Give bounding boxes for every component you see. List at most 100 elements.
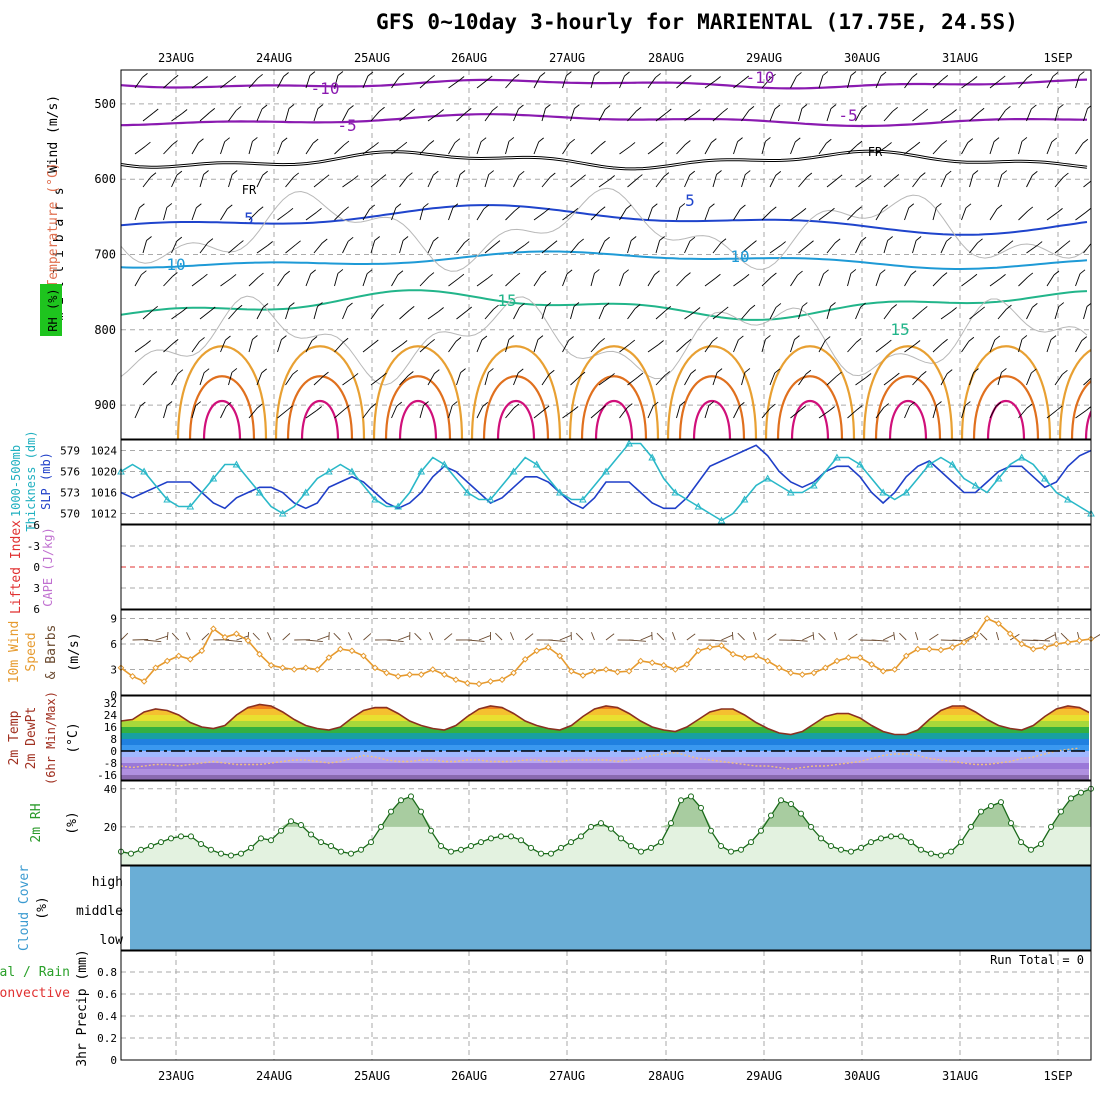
wind-barb: [248, 407, 258, 419]
surface-wind-barb: [575, 632, 584, 641]
wind-barb-flag: [1079, 269, 1086, 275]
wind-barb: [220, 208, 228, 221]
wind-barb-flag: [488, 170, 494, 175]
wind-barb-flag: [658, 141, 664, 147]
rh-point: [528, 844, 534, 851]
wind-speed-point: [325, 654, 333, 661]
wind-barb: [855, 306, 862, 320]
wind-barb: [370, 240, 376, 254]
wind-barb-flag: [381, 372, 387, 378]
wind-barb-flag: [599, 206, 606, 212]
wind-barb: [142, 112, 154, 122]
wind-barb: [655, 310, 667, 320]
wind-barb: [362, 75, 369, 89]
wind-barb-flag: [694, 109, 701, 114]
wind-barb-flag: [1064, 240, 1071, 246]
wind-barb: [362, 208, 371, 221]
rh-point: [268, 837, 274, 844]
rh-point: [358, 846, 364, 853]
wind-barb: [342, 377, 354, 386]
wind-barb: [513, 108, 519, 122]
wind-barb-flag: [808, 240, 814, 246]
wind-barb-flag: [292, 369, 298, 375]
wind-barb-flag: [715, 76, 721, 81]
y-axis-title-rh: RH (%): [46, 288, 60, 331]
thickness-point: [394, 502, 402, 510]
rh-point: [638, 848, 644, 855]
y-tick-label-pressure: 600: [94, 172, 116, 186]
rh-point: [248, 844, 254, 851]
surface-wind-barb: [120, 632, 129, 641]
surface-wind-barb: [656, 632, 665, 641]
wind-barb: [220, 79, 232, 89]
wind-barb: [940, 373, 948, 386]
wind-speed-point: [625, 667, 633, 675]
wind-barb: [427, 174, 434, 188]
wind-barb-flag: [1000, 274, 1006, 279]
wind-barb-flag: [347, 302, 353, 308]
thickness-point: [602, 467, 610, 475]
wind-barb-flag: [824, 336, 831, 341]
surface-wind-barb: [731, 631, 734, 641]
wind-barb-flag: [487, 274, 493, 279]
wind-barb-flag: [748, 106, 755, 111]
wind-barb: [370, 308, 379, 320]
wind-barb-flag: [262, 170, 268, 176]
wind-speed-point: [544, 644, 552, 651]
warm-contour-arch: [594, 399, 634, 439]
wind-barb-flag: [796, 72, 802, 77]
wind-speed-point: [441, 671, 448, 678]
wind-barb-flag: [1027, 272, 1034, 278]
wind-barb-flag: [600, 140, 606, 146]
wind-barb: [961, 142, 969, 155]
wind-barb: [989, 339, 996, 353]
surface-wind-barb: [899, 632, 907, 641]
wind-barb-flag: [689, 236, 696, 242]
wind-barb-flag: [337, 71, 344, 76]
wind-barb-flag: [857, 405, 863, 410]
wind-barb-flag: [629, 339, 636, 345]
wind-barb-flag: [352, 373, 359, 378]
warm-contour-arch: [1058, 348, 1091, 439]
wind-barb: [961, 80, 973, 89]
wind-barb: [676, 144, 686, 155]
wind-barb: [598, 306, 605, 320]
temp-band: [121, 757, 1089, 763]
wind-barb: [1083, 242, 1091, 254]
wind-barb: [619, 273, 625, 287]
wind-barb-flag: [794, 137, 801, 143]
wind-barb: [1018, 339, 1023, 353]
wind-barb-flag: [1026, 403, 1033, 409]
wind-barb: [798, 244, 809, 254]
rh-point: [978, 808, 984, 815]
wind-barb: [590, 144, 601, 155]
dewpoint-line: [121, 747, 1080, 770]
temp-contour-5: [121, 204, 1088, 236]
wind-barb: [419, 78, 430, 89]
wind-barb: [704, 341, 713, 353]
wind-barb: [704, 405, 710, 419]
wind-barb-flag: [722, 306, 729, 312]
wind-barb-flag: [911, 73, 918, 78]
wind-barb: [391, 77, 400, 89]
wind-barb-flag: [861, 105, 867, 110]
wind-barb-flag: [1031, 368, 1037, 374]
wind-barb-flag: [494, 240, 501, 245]
wind-speed-point: [683, 661, 691, 668]
cloud-cover-band: [130, 866, 1091, 950]
surface-wind-barb: [397, 635, 410, 641]
temp-band: [121, 745, 1089, 751]
wind-barb: [997, 110, 1006, 122]
wind-barb-flag: [604, 105, 611, 110]
wind-barb: [883, 308, 893, 320]
thickness-point: [348, 467, 356, 475]
wind-barb: [505, 210, 516, 221]
wind-barb: [199, 310, 211, 320]
wind-barb-flag: [679, 203, 686, 208]
wind-barb: [684, 373, 692, 386]
rh-point: [868, 839, 874, 846]
wind-barb-flag: [434, 369, 440, 375]
wind-barb: [769, 307, 777, 320]
rh-point: [278, 827, 284, 834]
wind-barb-flag: [978, 107, 985, 113]
